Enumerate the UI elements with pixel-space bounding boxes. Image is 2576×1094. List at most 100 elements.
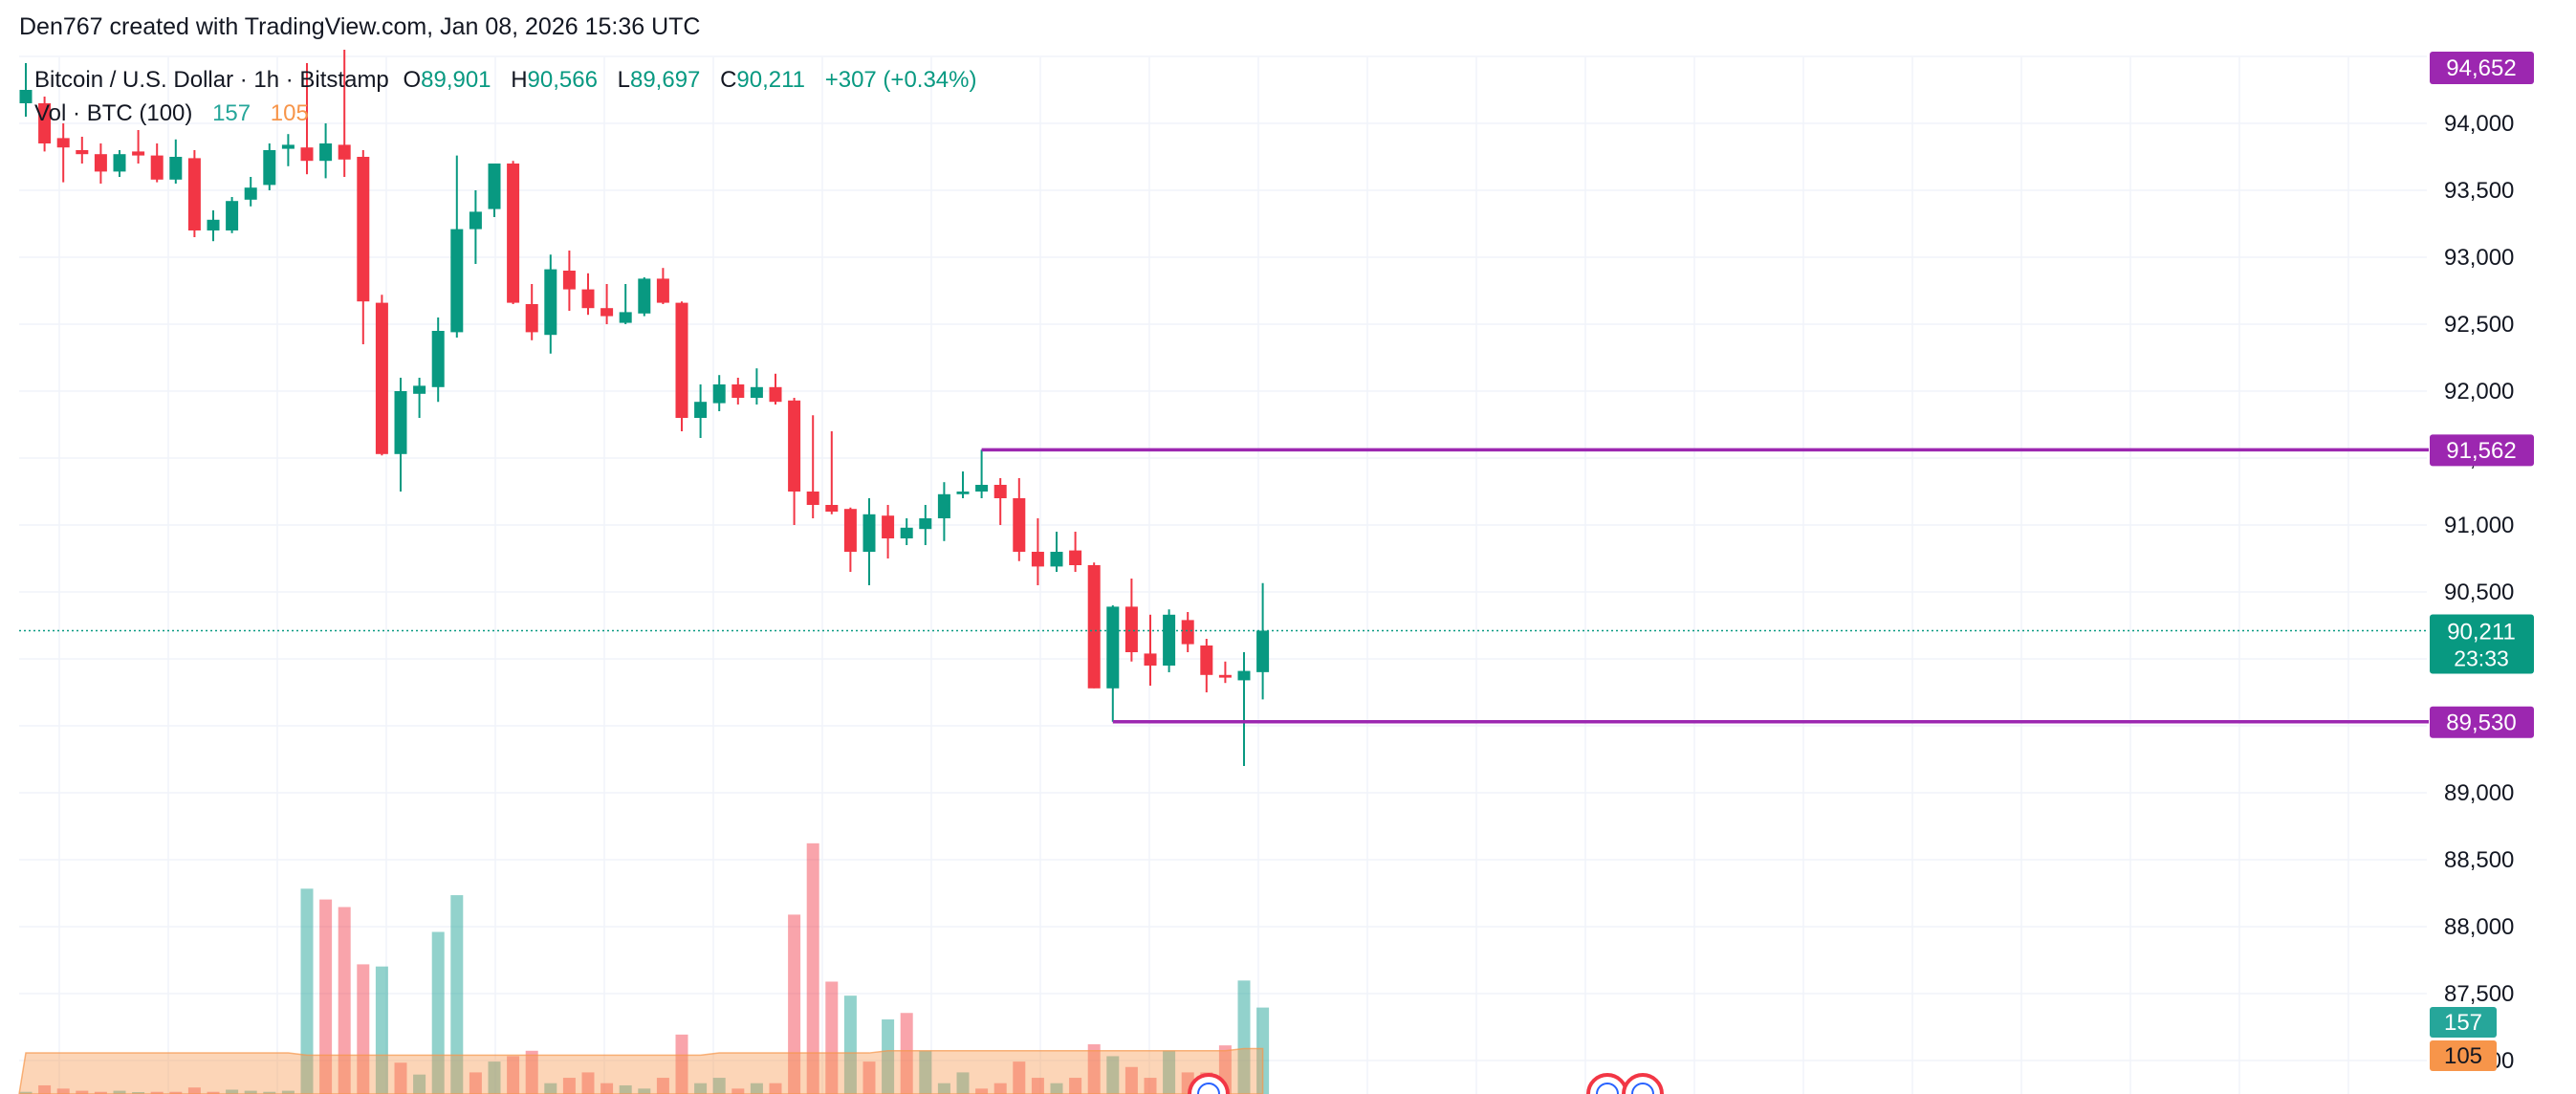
volume-bar (919, 1050, 932, 1094)
price-levels (981, 448, 2429, 724)
candle-body (19, 90, 33, 103)
event-icons (1188, 1073, 1664, 1094)
volume-bar (150, 1091, 164, 1094)
candle-body (882, 515, 895, 538)
candle-body (263, 150, 276, 186)
candle-body (619, 312, 632, 323)
ohlc-legend: Bitcoin / U.S. Dollar · 1h · Bitstamp O8… (34, 67, 976, 94)
candle-body (1031, 552, 1044, 567)
candle-body (919, 518, 932, 530)
low-value: 89,697 (629, 67, 701, 93)
flag-icon (1631, 1083, 1654, 1094)
volume-bar (431, 931, 445, 1094)
volume-bar (488, 1061, 501, 1094)
volume-bar (825, 981, 839, 1094)
price-tick-label: 93,000 (2444, 245, 2514, 271)
candle-body (788, 400, 801, 492)
symbol-title[interactable]: Bitcoin / U.S. Dollar · 1h · Bitstamp (34, 67, 389, 93)
candle-body (1087, 565, 1101, 689)
volume-bar (319, 899, 333, 1094)
candle-body (525, 304, 538, 333)
candle-body (1256, 630, 1270, 672)
volume-bar (544, 1083, 557, 1094)
chart-grid (19, 55, 2427, 1094)
candle-body (656, 278, 669, 303)
volume-bar (900, 1013, 913, 1094)
level-price-badge: 91,562 (2446, 438, 2516, 464)
volume-bar (207, 1091, 220, 1094)
candle-body (544, 269, 557, 336)
volume-bar (187, 1087, 201, 1094)
volume-bar (769, 1083, 782, 1094)
price-tick-label: 93,500 (2444, 178, 2514, 204)
volume-bar (1031, 1078, 1044, 1094)
candle-body (1144, 653, 1157, 666)
candle-body (993, 485, 1007, 498)
candle-body (132, 151, 145, 156)
close-label: C (720, 67, 737, 93)
volume-bar (619, 1084, 632, 1094)
price-tick-label: 88,500 (2444, 847, 2514, 873)
volume-bar (1106, 1056, 1120, 1094)
candle-body (394, 391, 407, 454)
candle-body (712, 384, 726, 404)
candle-body (113, 154, 126, 172)
current-price-badge-bg (2430, 614, 2534, 674)
volume-bar (993, 1083, 1007, 1094)
candle-body (338, 144, 351, 160)
candle-body (244, 187, 257, 200)
candle-body (694, 402, 708, 418)
volume-bar (375, 966, 388, 1094)
volume-title[interactable]: Vol · BTC (100) (34, 100, 193, 126)
candle-body (488, 164, 501, 209)
price-axis: 94,00093,50093,00092,50092,00091,50091,0… (2430, 52, 2534, 1074)
volume-down-value: 105 (270, 100, 309, 126)
price-tick-label: 92,500 (2444, 312, 2514, 338)
candle-body (187, 158, 201, 230)
volume-bar (581, 1072, 595, 1094)
volume-bar (1163, 1050, 1176, 1094)
volume-bar (525, 1050, 538, 1094)
volume-bar (226, 1089, 239, 1094)
volume-bar (413, 1074, 426, 1094)
volume-bar (937, 1083, 950, 1094)
candle-body (806, 492, 819, 505)
volume-down-badge-bg (2430, 1040, 2497, 1071)
candle-body (750, 386, 763, 398)
top-price-badge-bg (2430, 52, 2534, 84)
candle-body (357, 157, 370, 302)
candle-body (843, 509, 857, 552)
volume-bar (1144, 1078, 1157, 1094)
candle-body (1013, 498, 1026, 552)
volume-bar (394, 1062, 407, 1094)
price-tick-label: 89,000 (2444, 780, 2514, 806)
candle-body (900, 527, 913, 538)
candle-body (281, 144, 295, 149)
volume-bar (694, 1083, 708, 1094)
volume-bar (712, 1078, 726, 1094)
volume-bar (132, 1092, 145, 1094)
volume-down-badge: 105 (2444, 1043, 2482, 1069)
volume-bar (788, 914, 801, 1094)
volume-bar (19, 1091, 33, 1094)
volume-bar (1013, 1061, 1026, 1094)
volume-bar (750, 1083, 763, 1094)
volume-bar (169, 1091, 183, 1094)
flag-icon (1596, 1083, 1619, 1094)
volume-bar (882, 1019, 895, 1094)
candle-body (431, 331, 445, 387)
price-tick-label: 87,500 (2444, 981, 2514, 1007)
candle-body (975, 485, 989, 492)
candle-body (319, 143, 333, 162)
candle-body (56, 138, 70, 148)
volume-up-value: 157 (212, 100, 251, 126)
candle-body (825, 505, 839, 512)
price-tick-label: 94,000 (2444, 111, 2514, 137)
open-value: 89,901 (421, 67, 491, 93)
volume-bar (600, 1083, 614, 1094)
flag-icon (1197, 1083, 1220, 1094)
close-value: 90,211 (736, 67, 806, 93)
candle-body (1200, 645, 1213, 675)
volume-bar (450, 895, 464, 1094)
